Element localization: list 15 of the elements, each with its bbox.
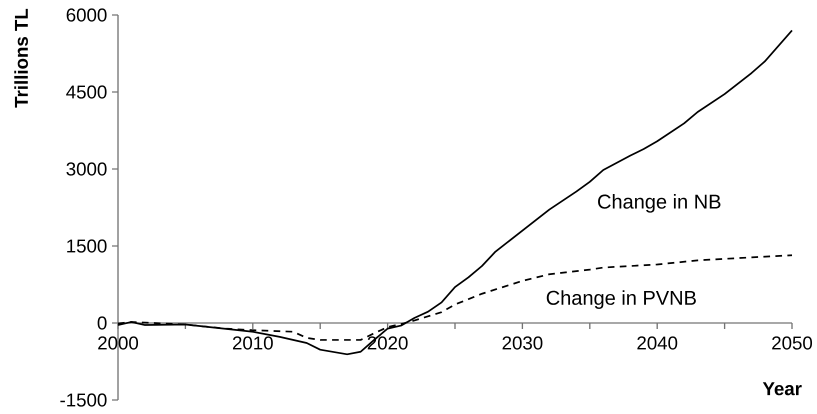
series-label: Change in NB (598, 194, 720, 213)
y-axis-title: Trillions TL (14, 8, 28, 108)
x-tick-label: 2050 (772, 336, 812, 350)
x-tick-label: 2000 (98, 336, 138, 350)
x-axis-title: Year (762, 382, 802, 396)
x-tick-label: 2010 (232, 336, 273, 350)
y-tick-label: 6000 (66, 8, 107, 22)
y-tick-label: 4500 (66, 85, 107, 99)
y-tick-label: 1500 (67, 239, 107, 253)
y-tick-label: -1500 (60, 393, 107, 407)
x-tick-label: 2040 (637, 336, 678, 350)
y-tick-label: 0 (98, 316, 107, 330)
y-tick-label: 3000 (66, 162, 107, 176)
series-label: Change in PVNB (546, 290, 696, 309)
x-tick-label: 2030 (502, 336, 542, 350)
